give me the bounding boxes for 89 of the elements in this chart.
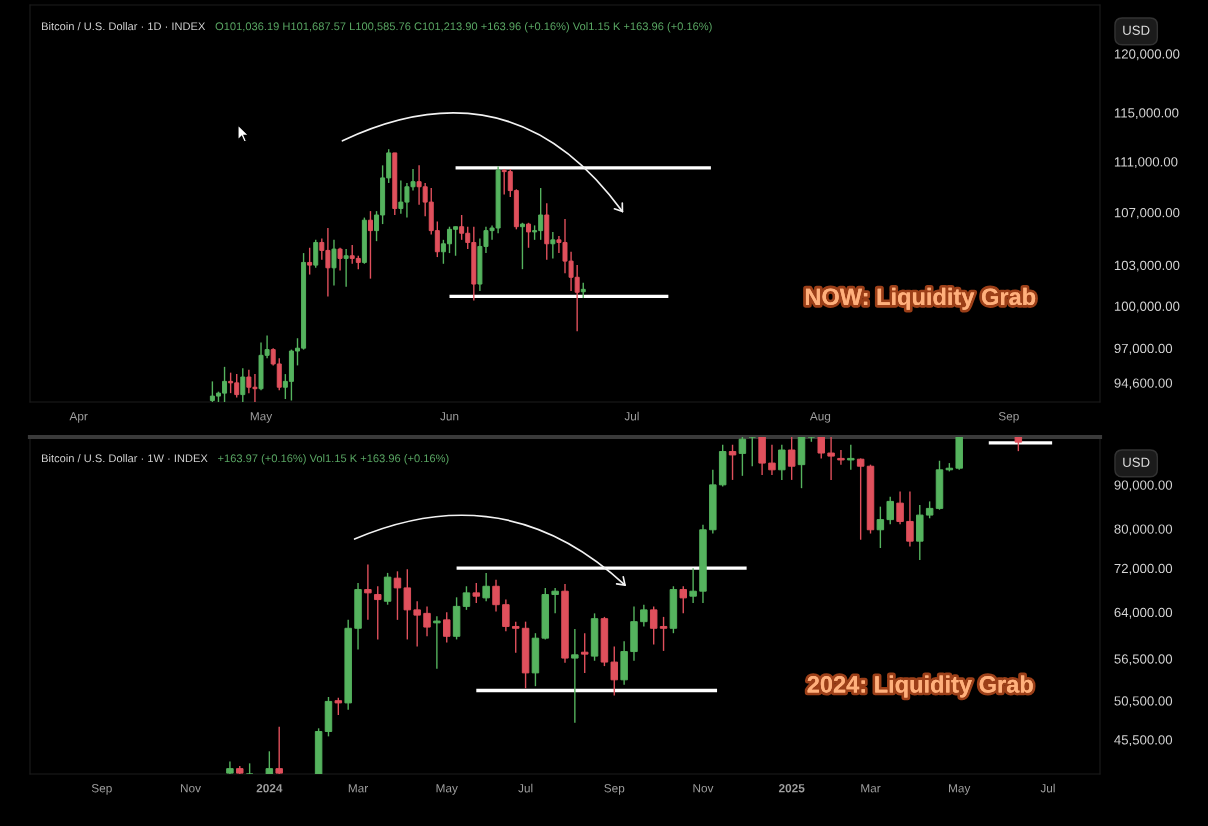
x-tick-label: Jul [624,411,639,421]
candlestick [679,585,688,615]
y-axis-title: USD [1123,457,1150,467]
x-tick-label: May [949,784,971,795]
y-tick-label: 64,000.00 [1114,607,1173,619]
x-tick-label: Mar [348,784,369,793]
candlestick [778,444,786,481]
y-tick-label: 72,000.00 [1114,563,1173,575]
y-tick-label: 90,000.00 [1114,480,1173,492]
candlestick [526,222,532,249]
candlestick [738,437,747,477]
candlestick [817,437,825,460]
x-tick-label: 2025 [778,784,805,793]
candlestick [571,628,579,724]
candlestick [413,600,421,648]
y-tick-label: 115,000.00 [1114,108,1179,120]
candlestick [472,582,481,604]
candlestick [896,490,904,525]
candlestick [331,239,337,287]
candlestick [827,437,835,481]
candlestick [313,239,319,269]
candlestick [550,231,556,260]
y-tick-label: 94,600.00 [1114,378,1173,390]
candlestick [847,444,855,471]
candlestick [240,367,246,402]
candlestick [482,572,490,602]
text: +163.97 (+0.16%) Vol1.15 K +163.96 (+0.16%) [218,454,449,465]
candlestick [748,437,756,467]
x-tick-label: May [436,784,458,795]
candlestick [876,505,885,549]
candlestick [610,645,619,697]
candlestick [689,567,697,604]
y-tick-label: 100,000.00 [1114,301,1180,313]
candlestick [580,632,589,674]
annotation: 2024: Liquidity Grab [807,675,1033,698]
y-tick-label: 103,000.00 [1114,260,1180,272]
candlestick [442,611,451,644]
y-tick-label: 107,000.00 [1114,207,1180,219]
x-tick-label: Aug [809,412,831,423]
candlestick [393,570,402,621]
annotation: NOW: Liquidity Grab [805,287,1036,310]
y-tick-label: 56,500.00 [1114,654,1173,666]
candlestick [423,605,431,637]
candlestick [492,579,500,613]
candlestick [403,568,412,641]
candlestick [768,444,776,476]
candlestick [728,444,737,481]
x-tick-label: Sep [604,784,625,795]
x-tick-label: Mar [861,784,881,793]
y-tick-label: 120,000.00 [1114,49,1180,61]
candlestick [433,615,441,670]
x-tick-label: Apr [69,412,88,423]
candlestick [787,437,796,481]
candlestick [519,222,525,270]
candlestick [343,248,349,288]
candlestick [502,598,510,633]
x-tick-label: 2024 [256,784,283,793]
candlestick [275,726,283,774]
text: Bitcoin / U.S. Dollar · 1W · INDEX [42,454,208,463]
candlestick [649,605,658,646]
text: Bitcoin / U.S. Dollar · 1D · INDEX [42,22,206,31]
x-tick-label: Nov [180,784,201,793]
candlestick [462,585,471,611]
candlestick [856,457,865,541]
y-axis-title: USD [1123,25,1150,35]
y-tick-label: 97,000.00 [1114,343,1173,355]
candlestick [837,449,845,466]
candlestick [364,563,372,621]
text: O101,036.19 H101,687.57 L100,585.76 C101,213.90 +163.96 (+0.16%) Vol1.15 K +163.96 (+0.16%) [215,22,712,33]
x-tick-label: Jul [1040,783,1055,793]
candlestick [511,620,520,654]
x-tick-label: Jul [518,783,533,793]
candlestick [551,587,559,615]
x-tick-label: Jun [440,412,459,421]
x-tick-label: May [250,412,273,423]
x-tick-label: Nov [693,784,714,793]
candlestick [906,490,914,548]
candlestick [374,585,382,641]
y-tick-label: 111,000.00 [1114,157,1178,169]
y-tick-label: 50,500.00 [1114,696,1173,708]
y-tick-label: 80,000.00 [1114,524,1173,536]
x-tick-label: Sep [998,412,1019,423]
candlestick [307,247,313,276]
candlestick [886,495,894,525]
y-tick-label: 45,500.00 [1114,735,1173,747]
candlestick [640,603,648,628]
x-tick-label: Sep [91,784,112,795]
candlestick [367,210,373,280]
candlestick [659,616,668,652]
